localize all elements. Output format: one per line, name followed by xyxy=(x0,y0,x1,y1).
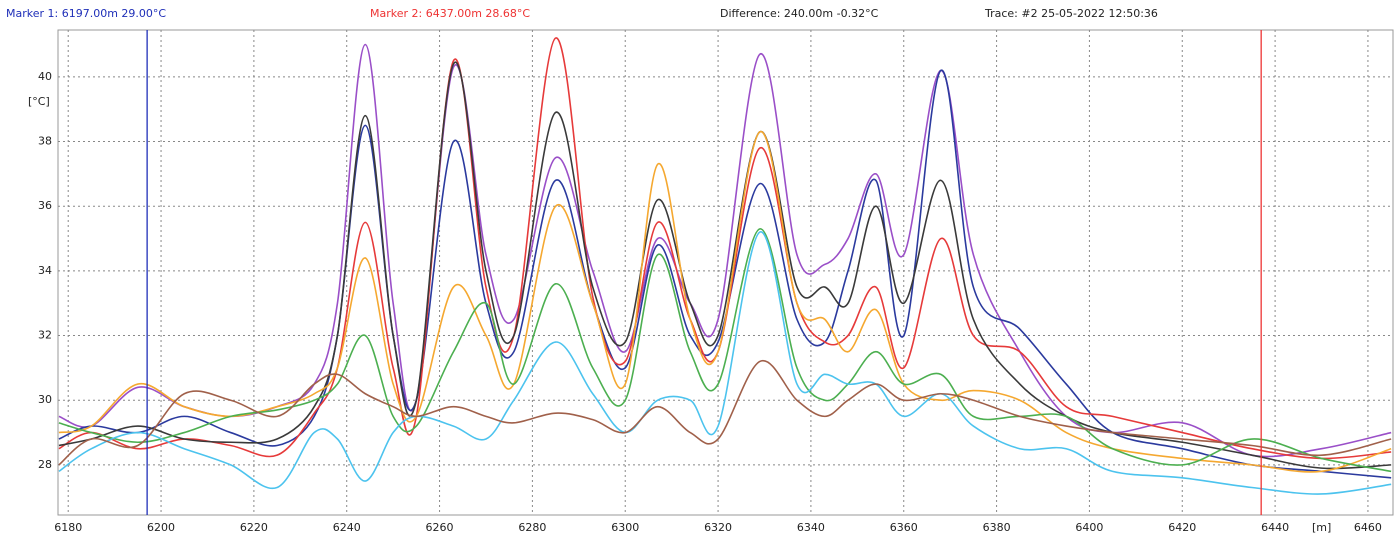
y-tick-label: 30 xyxy=(38,393,52,406)
trace-line xyxy=(58,61,1392,470)
x-tick-label: 6340 xyxy=(797,521,825,534)
x-tick-label: 6260 xyxy=(426,521,454,534)
trace-line xyxy=(58,359,1392,466)
y-tick-label: 32 xyxy=(38,329,52,342)
y-tick-label: 40 xyxy=(38,70,52,83)
x-tick-label: 6180 xyxy=(54,521,82,534)
x-unit: [m] xyxy=(1312,521,1331,534)
x-tick-label: 6220 xyxy=(240,521,268,534)
y-tick-label: 34 xyxy=(38,264,52,277)
x-tick-label: 6280 xyxy=(518,521,546,534)
x-tick-label: 6240 xyxy=(333,521,361,534)
y-tick-label: 36 xyxy=(38,199,52,212)
y-tick-label: 28 xyxy=(38,458,52,471)
trace-line xyxy=(58,131,1392,473)
x-tick-label: 6320 xyxy=(704,521,732,534)
trace-line xyxy=(58,37,1392,460)
x-tick-label: 6440 xyxy=(1261,521,1289,534)
x-tick-label: 6300 xyxy=(611,521,639,534)
x-tick-label: 6420 xyxy=(1168,521,1196,534)
x-tick-label: 6200 xyxy=(147,521,175,534)
x-tick-label: 6400 xyxy=(1075,521,1103,534)
x-tick-label: 6380 xyxy=(983,521,1011,534)
trace-readout: Trace: #2 25-05-2022 12:50:36 xyxy=(984,7,1158,20)
x-tick-label: 6460 xyxy=(1354,521,1382,534)
y-tick-label: 38 xyxy=(38,135,52,148)
x-tick-label: 6360 xyxy=(890,521,918,534)
trace-line xyxy=(58,231,1392,495)
difference-readout: Difference: 240.00m -0.32°C xyxy=(720,7,879,20)
marker-2-readout: Marker 2: 6437.00m 28.68°C xyxy=(370,7,530,20)
y-unit: [°C] xyxy=(28,95,50,108)
marker-1-readout: Marker 1: 6197.00m 29.00°C xyxy=(6,7,166,20)
